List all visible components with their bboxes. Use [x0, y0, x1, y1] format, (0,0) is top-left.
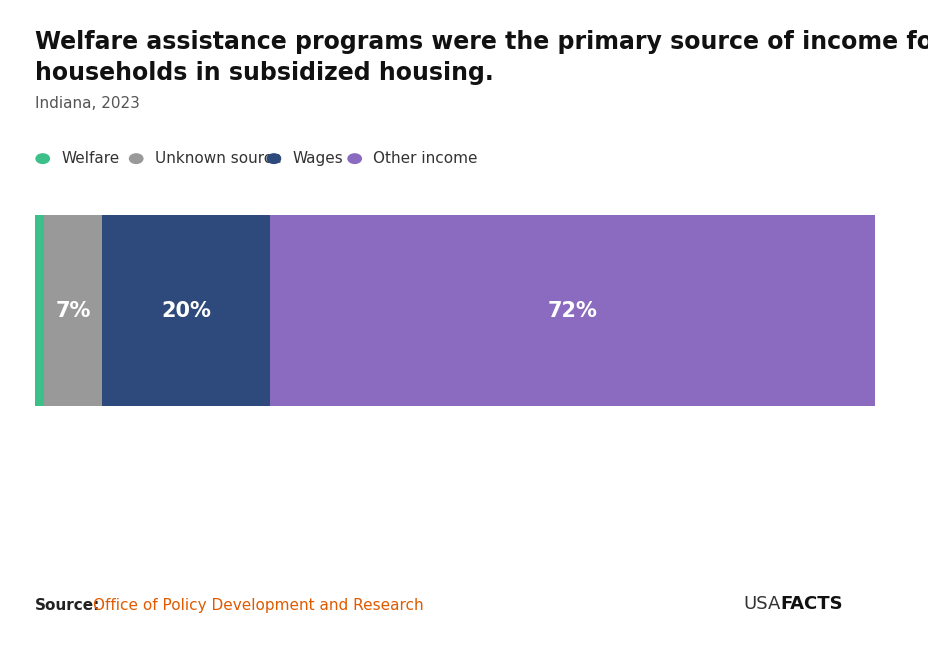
Text: Office of Policy Development and Research: Office of Policy Development and Researc…	[93, 598, 423, 613]
Bar	[102, 215, 270, 406]
Text: households in subsidized housing.: households in subsidized housing.	[35, 61, 494, 85]
Text: 72%: 72%	[548, 301, 597, 321]
Bar	[270, 215, 874, 406]
Text: Indiana, 2023: Indiana, 2023	[35, 96, 140, 111]
Text: Wages: Wages	[292, 151, 342, 166]
Text: Welfare assistance programs were the primary source of income for 1% of: Welfare assistance programs were the pri…	[35, 30, 928, 54]
Text: 20%: 20%	[161, 301, 212, 321]
Text: 7%: 7%	[56, 301, 91, 321]
Text: Welfare: Welfare	[61, 151, 120, 166]
Bar	[35, 215, 44, 406]
Text: FACTS: FACTS	[780, 596, 842, 613]
Text: Other income: Other income	[373, 151, 477, 166]
Text: USA: USA	[742, 596, 780, 613]
Text: Source:: Source:	[35, 598, 100, 613]
Bar	[44, 215, 102, 406]
Text: Unknown source: Unknown source	[155, 151, 281, 166]
